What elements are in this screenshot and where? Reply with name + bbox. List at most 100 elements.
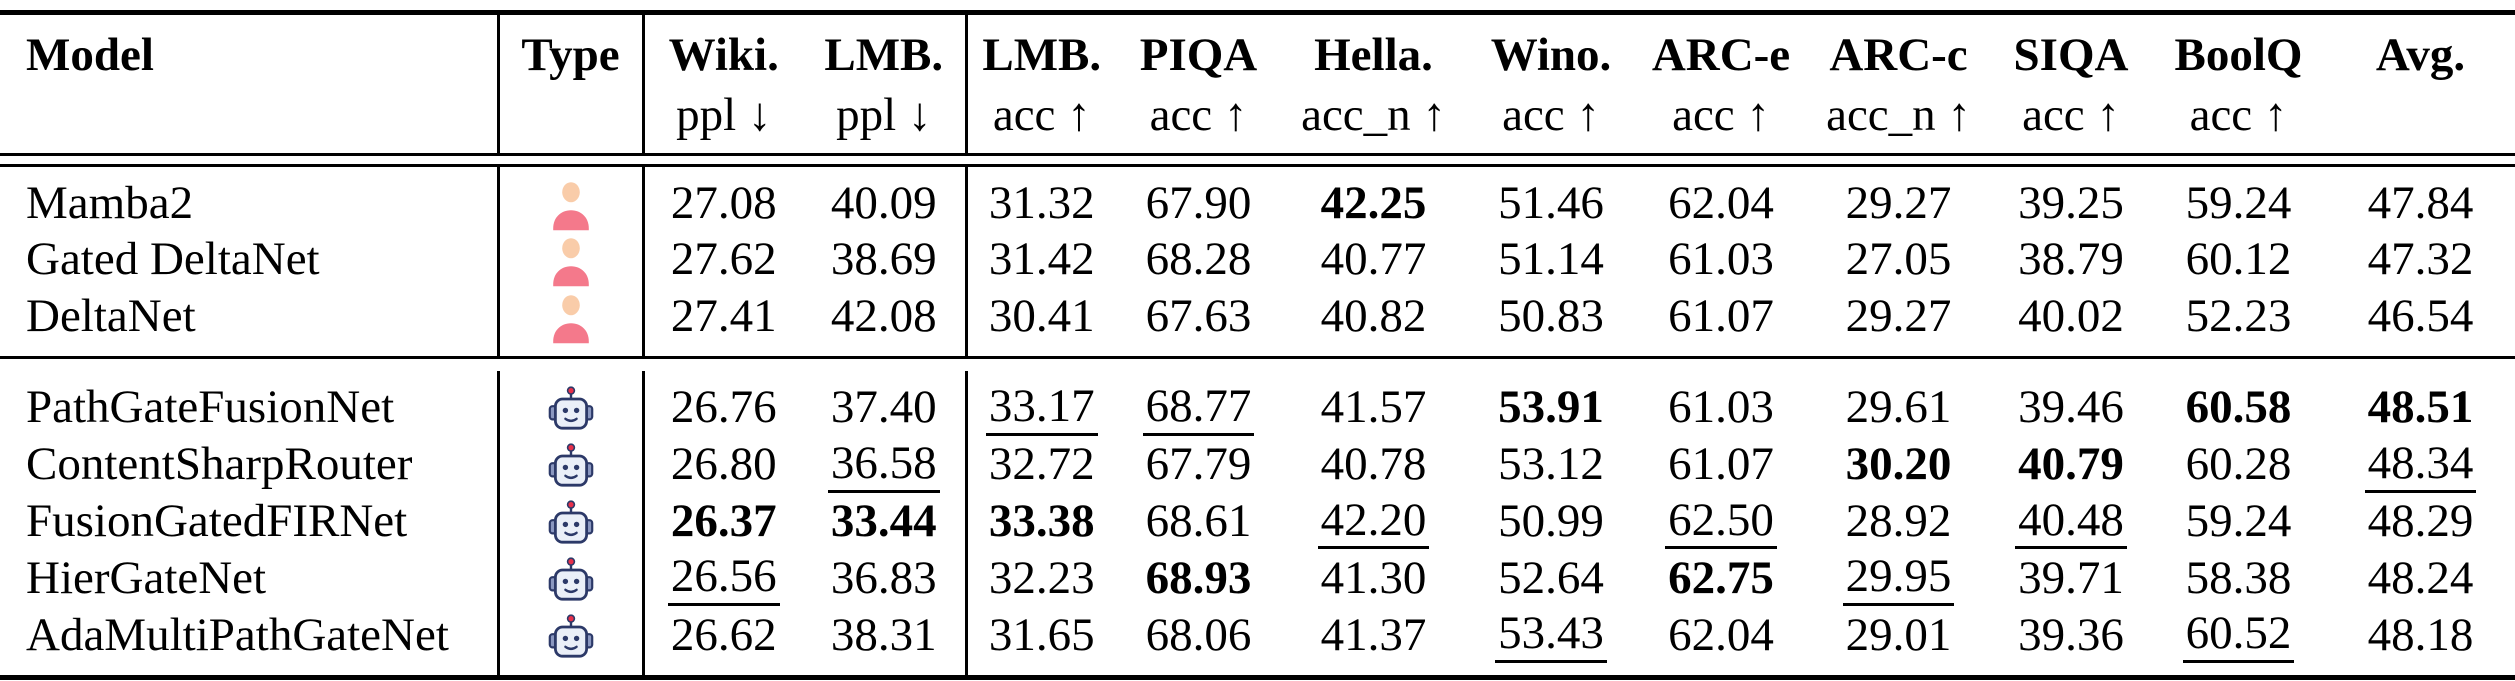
model-name: Gated DeltaNet [26,233,320,286]
score-cell-lmb-acc: 33.17 [964,370,1116,436]
table-row: Gated DeltaNet 27.62 38.69 31.42 68.28 40.77 5… [0,231,2515,288]
score-value: 39.71 [2018,551,2124,604]
score-cell-piqa: 67.79 [1116,436,1281,493]
score-value: 67.63 [1145,289,1252,342]
score-cell-lmb-ppl: 40.09 [803,166,966,232]
score-value: 31.42 [988,233,1095,286]
score-cell-boolq: 59.24 [2151,166,2326,232]
score-cell-wiki-ppl: 26.56 [643,549,803,607]
score-cell-piqa: 68.28 [1116,231,1281,287]
score-cell-hella: 41.30 [1281,549,1466,606]
person-icon [548,181,594,231]
type-cell [496,231,645,288]
column-sublabel: acc ↑ [2022,89,2120,141]
score-value: 58.38 [2185,551,2292,604]
score-value: 42.20 [1317,496,1430,550]
score-value: 61.07 [1668,289,1774,342]
column-label: Type [521,29,620,81]
score-value: 27.08 [670,177,777,230]
type-cell [496,370,645,436]
score-cell-siqa: 39.36 [1991,606,2151,677]
score-cell-arc-e: 62.75 [1636,549,1806,606]
score-cell-lmb-acc: 31.42 [964,231,1116,288]
score-value: 68.61 [1145,495,1252,547]
score-cell-lmb-acc: 30.41 [964,287,1116,358]
score-cell-avg: 47.32 [2326,231,2515,287]
score-cell-wino: 52.64 [1466,549,1636,606]
column-sublabel: acc ↑ [1149,89,1248,141]
score-cell-boolq: 60.28 [2151,436,2326,493]
score-cell-siqa: 39.46 [1991,371,2151,436]
score-value: 39.46 [2018,381,2124,434]
column-sublabel: acc_n ↑ [1826,89,1971,141]
score-value: 26.62 [670,608,777,661]
score-value: 38.31 [830,608,937,661]
score-value: 39.25 [2018,177,2124,230]
score-cell-hella: 42.20 [1281,493,1466,550]
model-name: FusionGatedFIRNet [26,495,408,547]
score-value: 48.24 [2367,551,2474,604]
table-row: ContentSharpRouter 26.80 36.58 32.72 67.79 40… [0,435,2515,493]
score-cell-wiki-ppl: 27.41 [643,287,803,357]
column-label: Wino. [1490,29,1612,81]
column-header-arc-e: ARC-e acc ↑ [1636,12,1806,156]
model-name: AdaMultiPathGateNet [26,608,449,661]
score-value: 50.99 [1498,495,1604,547]
column-sublabel: acc ↑ [2189,89,2288,141]
score-value: 47.32 [2367,233,2474,286]
score-cell-arc-e: 62.04 [1636,606,1806,677]
score-cell-avg: 48.51 [2326,371,2515,436]
score-value: 31.65 [988,608,1095,661]
type-cell [496,492,645,550]
column-sublabel: ppl ↓ [676,89,772,141]
score-value: 59.24 [2185,177,2292,230]
score-cell-siqa: 39.25 [1991,166,2151,232]
column-header-wiki-ppl: Wiki. ppl ↓ [643,12,803,156]
score-value: 59.24 [2185,495,2292,547]
score-value: 33.17 [985,382,1098,436]
column-label: LMB. [982,29,1102,81]
column-header-hella: Hella. acc_n ↑ [1281,12,1466,156]
score-cell-boolq: 60.58 [2151,371,2326,436]
score-value: 60.12 [2185,233,2292,286]
score-value: 62.50 [1665,496,1777,550]
score-value: 39.36 [2018,608,2124,661]
score-cell-wiki-ppl: 26.76 [643,371,803,436]
score-cell-arc-c: 29.95 [1806,549,1991,607]
score-value: 40.79 [2018,438,2124,491]
score-cell-boolq: 60.52 [2151,606,2326,677]
column-sublabel: acc ↑ [1502,89,1600,141]
score-cell-lmb-ppl: 42.08 [803,287,966,357]
score-cell-wino: 51.46 [1466,166,1636,232]
score-value: 40.09 [830,177,937,230]
score-value: 38.69 [830,233,937,286]
score-cell-arc-e: 61.07 [1636,287,1806,357]
score-value: 41.30 [1320,551,1427,604]
column-sublabel [26,87,497,143]
model-name: HierGateNet [26,551,267,604]
column-label: BoolQ [2174,29,2303,81]
table-row: PathGateFusionNet 26.76 37.40 33.17 68.77 41.… [0,370,2515,436]
score-cell-arc-c: 29.61 [1806,371,1991,436]
score-value: 40.82 [1320,289,1427,342]
score-cell-boolq: 60.12 [2151,231,2326,287]
score-value: 62.75 [1668,551,1774,604]
robot-icon [547,556,595,606]
score-cell-wino: 53.91 [1466,371,1636,436]
score-value: 38.79 [2018,233,2124,286]
score-value: 61.03 [1668,233,1774,286]
score-value: 36.83 [830,551,937,604]
score-cell-arc-c: 29.27 [1806,166,1991,232]
score-value: 29.27 [1845,177,1952,230]
score-cell-lmb-acc: 33.38 [964,492,1116,550]
score-value: 60.52 [2182,609,2295,664]
score-value: 27.62 [670,233,777,286]
score-cell-piqa: 68.06 [1116,606,1281,677]
column-header-lmb-ppl: LMB. ppl ↓ [803,12,966,156]
model-name: ContentSharpRouter [26,438,413,491]
score-value: 51.14 [1498,233,1604,286]
score-value: 40.02 [2018,289,2124,342]
column-label: ARC-c [1829,29,1968,81]
score-value: 51.46 [1498,177,1604,230]
column-header-siqa: SIQA acc ↑ [1991,12,2151,156]
